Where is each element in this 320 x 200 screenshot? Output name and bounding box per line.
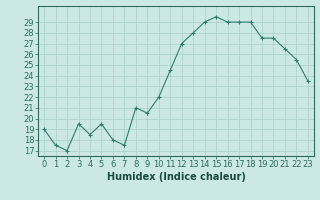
X-axis label: Humidex (Indice chaleur): Humidex (Indice chaleur) bbox=[107, 172, 245, 182]
